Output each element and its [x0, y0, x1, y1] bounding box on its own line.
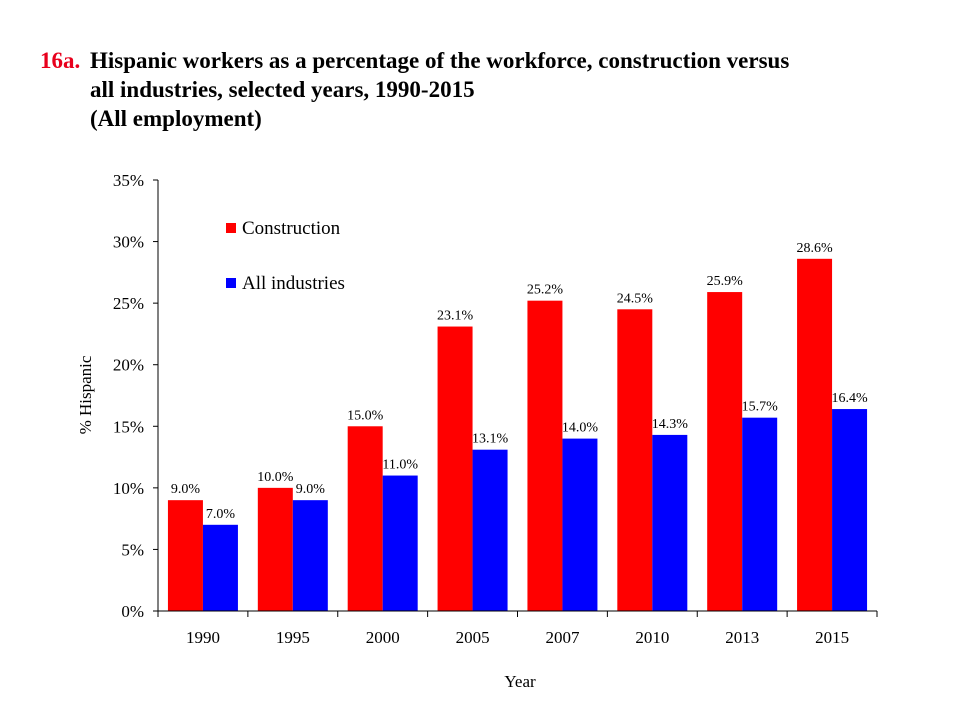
data-label: 14.3% — [652, 417, 689, 432]
legend-swatch-all-industries — [226, 278, 236, 288]
legend-swatch-construction — [226, 223, 236, 233]
data-label: 9.0% — [171, 482, 201, 497]
data-label: 25.2% — [527, 283, 564, 298]
x-tick-label: 1995 — [276, 628, 310, 647]
x-tick-label: 2000 — [366, 628, 400, 647]
data-label: 15.0% — [347, 408, 384, 423]
data-label: 9.0% — [296, 482, 326, 497]
data-label: 25.9% — [707, 274, 744, 289]
legend-label: All industries — [242, 273, 345, 294]
bar-all-industries-2013 — [742, 417, 778, 611]
x-tick-label: 2013 — [725, 628, 759, 647]
y-tick-label: 25% — [113, 294, 144, 313]
bar-construction-2013 — [707, 292, 743, 611]
data-label: 13.1% — [472, 432, 509, 447]
bar-construction-2015 — [797, 258, 833, 611]
y-tick-label: 20% — [113, 356, 144, 375]
bar-construction-1990 — [167, 500, 203, 611]
data-label: 23.1% — [437, 309, 474, 324]
bar-construction-2007 — [527, 300, 563, 611]
bar-construction-1995 — [257, 487, 293, 611]
bar-all-industries-2005 — [472, 449, 508, 611]
legend-label: Construction — [242, 218, 341, 239]
y-tick-label: 15% — [113, 417, 144, 436]
x-axis-title: Year — [504, 672, 536, 691]
title-line-1: Hispanic workers as a percentage of the … — [90, 48, 790, 73]
y-tick-label: 30% — [113, 233, 144, 252]
bar-construction-2005 — [437, 326, 473, 611]
x-tick-label: 2015 — [815, 628, 849, 647]
data-label: 11.0% — [382, 458, 418, 473]
x-tick-label: 2010 — [635, 628, 669, 647]
x-tick-label: 2007 — [545, 628, 580, 647]
data-label: 10.0% — [257, 470, 294, 485]
data-label: 16.4% — [831, 391, 868, 406]
x-tick-label: 2005 — [456, 628, 490, 647]
y-tick-label: 5% — [121, 540, 144, 559]
bar-all-industries-1995 — [292, 500, 328, 611]
bar-all-industries-2010 — [652, 434, 688, 611]
bar-all-industries-2015 — [832, 409, 868, 611]
data-label: 24.5% — [617, 291, 654, 306]
title-number: 16a. — [40, 48, 81, 73]
bar-construction-2010 — [617, 309, 653, 611]
bar-all-industries-2000 — [382, 475, 418, 611]
bar-all-industries-1990 — [202, 524, 238, 611]
bar-construction-2000 — [347, 426, 383, 611]
data-label: 7.0% — [206, 507, 236, 522]
title-line-3: (All employment) — [90, 106, 262, 131]
x-tick-label: 1990 — [186, 628, 220, 647]
data-label: 14.0% — [562, 421, 599, 436]
data-label: 28.6% — [796, 241, 833, 256]
data-label: 15.7% — [742, 400, 779, 415]
y-tick-label: 35% — [113, 171, 144, 190]
y-tick-label: 0% — [121, 602, 144, 621]
y-axis-title: % Hispanic — [76, 355, 95, 434]
title-line-2: all industries, selected years, 1990-201… — [90, 77, 475, 102]
y-tick-label: 10% — [113, 479, 144, 498]
bar-all-industries-2007 — [562, 438, 598, 611]
